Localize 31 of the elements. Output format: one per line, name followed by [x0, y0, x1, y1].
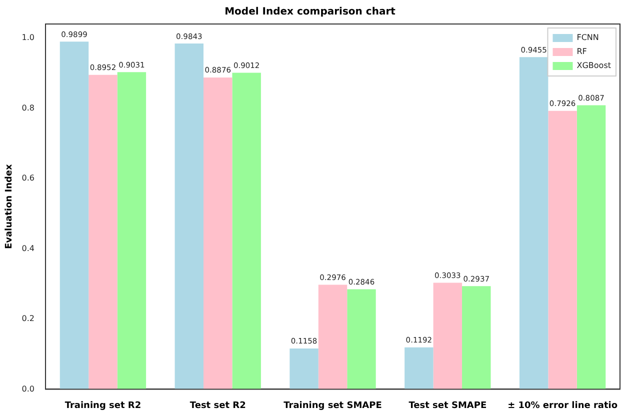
x-tick-label: ± 10% error line ratio: [508, 400, 618, 411]
x-tick-label: Test set R2: [190, 400, 246, 411]
legend-label: FCNN: [576, 33, 599, 42]
bar: [433, 282, 462, 390]
chart-title: Model Index comparison chart: [224, 6, 396, 18]
y-tick-label: 0.0: [22, 384, 35, 394]
y-tick-label: 0.2: [22, 314, 35, 324]
y-tick-label: 0.4: [22, 244, 35, 253]
bar: [117, 72, 146, 390]
x-tick-label: Training set SMAPE: [284, 400, 382, 411]
bar: [232, 72, 261, 390]
y-tick-label: 0.8: [22, 103, 35, 112]
x-tick-label: Test set SMAPE: [408, 400, 487, 411]
bar: [347, 289, 376, 390]
bar: [548, 110, 577, 390]
bar: [290, 348, 318, 390]
x-tick-label: Training set R2: [64, 400, 142, 411]
y-axis-title: Evaluation Index: [4, 164, 15, 250]
bar: [404, 347, 434, 390]
bar: [88, 74, 118, 390]
bar: [576, 105, 606, 390]
legend-label: RF: [576, 47, 588, 56]
bar: [174, 44, 204, 390]
y-tick-label: 1.0: [22, 33, 35, 42]
bar: [318, 284, 348, 390]
bar: [519, 57, 548, 390]
bar: [204, 78, 232, 390]
legend-label: XGBoost: [576, 61, 612, 70]
bar: [462, 286, 491, 390]
y-tick-label: 0.6: [22, 174, 35, 183]
bar: [60, 42, 89, 390]
